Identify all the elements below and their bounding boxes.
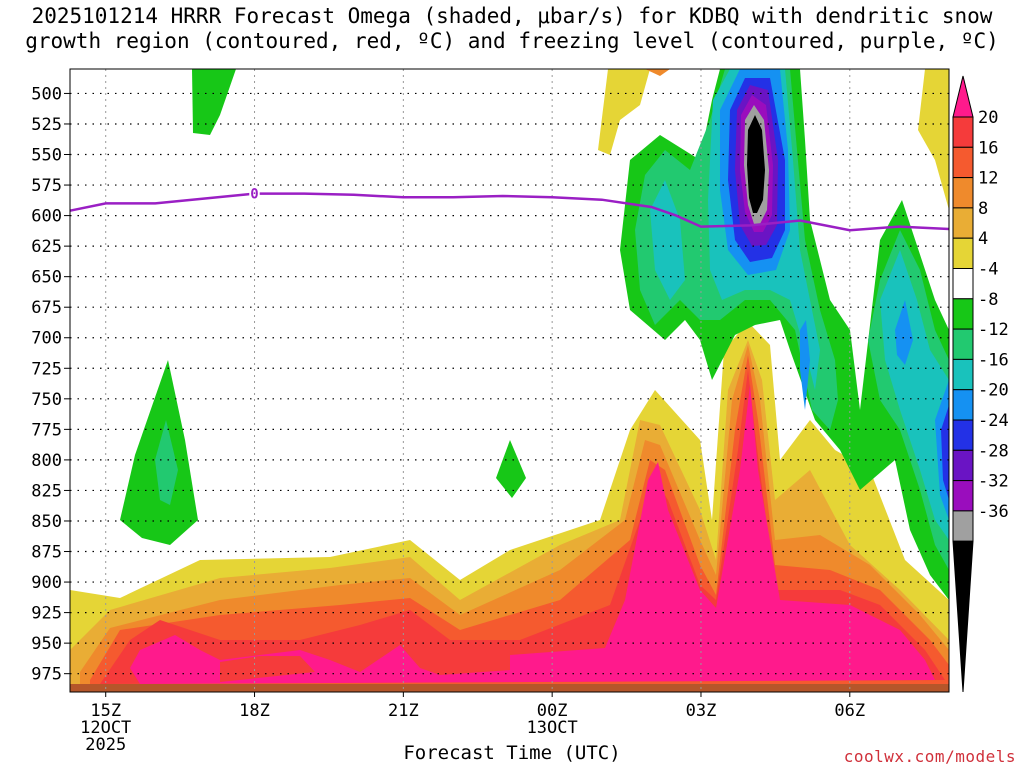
omega-cell-775mb (496, 440, 526, 498)
y-tick-label-875: 875 (31, 543, 62, 563)
colorbar-segment-11 (952, 419, 974, 451)
y-tick-label-525: 525 (31, 115, 62, 135)
omega-small-pocket (220, 656, 315, 682)
y-axis: 500 525 550 575 600 625 650 675 700 725 750 775 800 8… (31, 84, 70, 685)
colorbar: 20 16 12 8 4 -4 -8 -12 -16 -20 -24 -28 -32 -36 (952, 75, 1009, 693)
y-tick-label-900: 900 (31, 573, 62, 593)
y-tick-label-650: 650 (31, 268, 62, 288)
y-tick-label-800: 800 (31, 451, 62, 471)
y-tick-label-675: 675 (31, 298, 62, 318)
colorbar-label--4: -4 (978, 260, 998, 280)
credit-link[interactable]: coolwx.com/models (843, 747, 1016, 766)
colorbar-label--16: -16 (978, 350, 1009, 370)
colorbar-label-8: 8 (978, 199, 988, 219)
colorbar-label--24: -24 (978, 411, 1009, 431)
y-tick-label-975: 975 (31, 665, 62, 685)
colorbar-segment-3 (952, 177, 974, 209)
surface-strip (70, 684, 949, 692)
y-tick-label-825: 825 (31, 481, 62, 501)
y-tick-label-550: 550 (31, 146, 62, 166)
colorbar-segment-4 (952, 207, 974, 239)
x-tick-label-18Z: 18Z (239, 701, 270, 721)
colorbar-bottom-arrow (952, 540, 974, 693)
x-tick-label-13OCT: 13OCT (527, 718, 578, 738)
x-tick-label-2025: 2025 (85, 735, 126, 755)
x-tick-label-15Z: 15Z (90, 701, 121, 721)
colorbar-label-16: 16 (978, 138, 998, 158)
omega-band-max (130, 385, 935, 684)
y-tick-label-600: 600 (31, 207, 62, 227)
colorbar-label-12: 12 (978, 169, 998, 189)
colorbar-label--8: -8 (978, 290, 998, 310)
y-tick-label-725: 725 (31, 359, 62, 379)
colorbar-segment-13 (952, 480, 974, 512)
omega-cell-top-right (918, 69, 949, 210)
y-tick-label-625: 625 (31, 237, 62, 257)
x-tick-label-06Z: 06Z (834, 701, 865, 721)
colorbar-segment-6 (952, 268, 974, 300)
colorbar-segment-10 (952, 389, 974, 421)
colorbar-segment-14 (952, 510, 974, 542)
y-tick-label-575: 575 (31, 176, 62, 196)
colorbar-segment-2 (952, 146, 974, 179)
grid-lines (70, 69, 949, 692)
y-tick-label-850: 850 (31, 512, 62, 532)
freezing-level-label-bg (249, 186, 260, 203)
colorbar-segment-8 (952, 328, 974, 360)
x-tick-label-00Z: 00Z (537, 701, 568, 721)
colorbar-label--36: -36 (978, 502, 1009, 522)
omega-cell-750mb-core (155, 420, 178, 505)
y-tick-label-500: 500 (31, 84, 62, 104)
x-tick-label-03Z: 03Z (686, 701, 717, 721)
colorbar-segment-12 (952, 449, 974, 482)
x-tick-label-12OCT: 12OCT (80, 718, 131, 738)
freezing-level-line (69, 192, 950, 232)
colorbar-top-arrow (952, 75, 974, 118)
colorbar-segment-7 (952, 298, 974, 330)
x-axis-title: Forecast Time (UTC) (403, 742, 621, 764)
colorbar-label--20: -20 (978, 381, 1009, 401)
colorbar-label-4: 4 (978, 229, 988, 249)
shaded-omega-field (70, 69, 949, 692)
y-tick-label-700: 700 (31, 329, 62, 349)
colorbar-label--28: -28 (978, 441, 1009, 461)
omega-cell-top-left (598, 69, 650, 155)
omega-band-neg20 (728, 78, 949, 500)
colorbar-label--32: -32 (978, 472, 1009, 492)
y-tick-label-950: 950 (31, 634, 62, 654)
colorbar-segment-1 (952, 116, 974, 148)
x-tick-label-21Z: 21Z (388, 701, 419, 721)
y-tick-label-925: 925 (31, 604, 62, 624)
omega-cell-500mb (192, 69, 236, 135)
omega-band-neg36 (747, 115, 765, 213)
colorbar-label-20: 20 (978, 108, 998, 128)
y-tick-label-750: 750 (31, 390, 62, 410)
colorbar-label--12: -12 (978, 320, 1009, 340)
colorbar-segment-5 (952, 237, 974, 269)
y-tick-label-775: 775 (31, 420, 62, 440)
chart-title: 2025101214 HRRR Forecast Omega (shaded, … (25, 4, 999, 53)
plot-frame (69, 68, 950, 693)
freezing-level-label: 0 (250, 187, 258, 203)
colorbar-segment-9 (952, 358, 974, 391)
omega-cell-top-orange (645, 69, 670, 76)
